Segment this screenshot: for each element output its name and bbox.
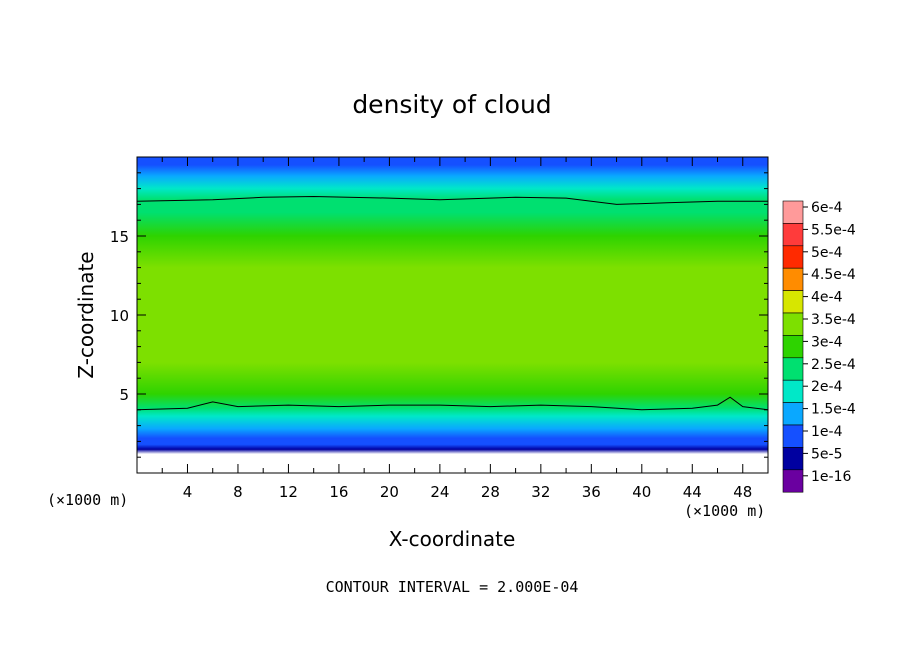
x-unit-right: (×1000 m): [684, 502, 765, 520]
y-tick-label: 5: [119, 386, 129, 404]
colorbar-label: 5e-5: [811, 446, 842, 462]
colorbar-label: 4.5e-4: [811, 267, 856, 283]
contour-line: [137, 195, 768, 205]
x-tick-label: 24: [430, 483, 449, 501]
x-tick-label: 4: [183, 483, 193, 501]
y-tick-label: 15: [110, 228, 129, 246]
x-tick-label: 8: [233, 483, 243, 501]
colorbar-swatch: [782, 447, 804, 471]
colorbar-label: 2e-4: [811, 379, 843, 395]
colorbar-label: 1.5e-4: [811, 402, 856, 418]
x-tick-label: 36: [582, 483, 601, 501]
colorbar-swatch: [782, 200, 804, 224]
colorbar-swatch: [782, 223, 804, 247]
contour-lines: [137, 195, 768, 411]
colorbar-label: 1e-4: [811, 424, 843, 440]
colorbar-swatch: [782, 402, 804, 426]
colorbar-swatch: [782, 335, 804, 359]
x-tick-label: 44: [683, 483, 702, 501]
x-tick-label: 32: [531, 483, 550, 501]
colorbar-swatch: [782, 379, 804, 403]
y-axis: 5 10 15: [110, 172, 768, 458]
colorbar-swatch: [782, 290, 804, 314]
y-tick-label: 10: [110, 307, 129, 325]
y-axis-label: Z-coordinate: [74, 251, 98, 378]
colorbar-label: 4e-4: [811, 290, 843, 306]
colorbar-label: 5.5e-4: [811, 222, 856, 238]
plot-area: [137, 157, 768, 473]
colorbar-swatch: [782, 245, 804, 269]
colorbar-label: 1e-16: [811, 469, 851, 485]
colorbar-label: 3e-4: [811, 334, 843, 350]
colorbar-label: 6e-4: [811, 200, 843, 216]
x-tick-label: 20: [380, 483, 399, 501]
x-axis: 4 8 12 16 20 24 28 32 36 40 44 48: [161, 157, 752, 501]
colorbar-swatch: [782, 469, 804, 493]
x-tick-label: 40: [632, 483, 651, 501]
colorbar-swatch: [782, 357, 804, 381]
colorbar-label: 3.5e-4: [811, 312, 856, 328]
x-axis-label: X-coordinate: [389, 527, 516, 551]
chart-title: density of cloud: [352, 90, 551, 119]
x-unit-left: (×1000 m): [47, 491, 128, 509]
colorbar-label: 5e-4: [811, 245, 843, 261]
x-tick-label: 28: [481, 483, 500, 501]
density-field: [137, 157, 768, 473]
colorbar-swatch: [782, 424, 804, 448]
colorbar: 6e-4 5.5e-4 5e-4 4.5e-4 4e-4 3.5e-4 3e-4 2.5e-4…: [782, 200, 856, 493]
colorbar-swatch: [782, 312, 804, 336]
x-tick-label: 16: [329, 483, 348, 501]
x-tick-label: 12: [279, 483, 298, 501]
contour-interval-note: CONTOUR INTERVAL = 2.000E-04: [326, 578, 579, 596]
colorbar-label: 2.5e-4: [811, 357, 856, 373]
contour-line: [137, 396, 768, 411]
x-tick-label: 48: [733, 483, 752, 501]
colorbar-swatch: [782, 267, 804, 291]
